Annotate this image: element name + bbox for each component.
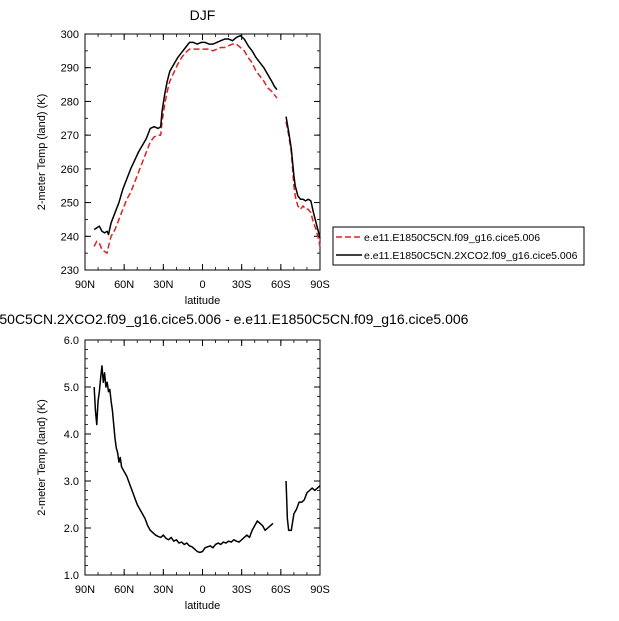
y-tick-label: 2.0 xyxy=(64,523,79,535)
series-line-0 xyxy=(93,43,278,254)
plot-frame xyxy=(84,33,321,271)
x-axis-label: latitude xyxy=(185,295,220,307)
series-line-1 xyxy=(93,34,278,236)
x-tick-label: 90S xyxy=(310,279,330,291)
bottom-panel-difference: e.e11.E1850C5CN.2XCO2.f09_g16.cice5.006 … xyxy=(0,311,469,612)
legend: e.e11.E1850C5CN.f09_g16.cice5.006 e.e11.E… xyxy=(332,226,585,266)
x-tick-label: 60S xyxy=(271,584,291,596)
y-tick-label: 290 xyxy=(61,63,79,75)
y-tick-label: 4.0 xyxy=(64,429,79,441)
y-tick-label: 3.0 xyxy=(64,476,79,488)
y-tick-label: 6.0 xyxy=(64,335,79,347)
legend-label: e.e11.E1850C5CN.2XCO2.f09_g16.cice5.006 xyxy=(364,250,578,262)
legend-box xyxy=(332,226,585,266)
x-tick-label: 60S xyxy=(271,279,291,291)
x-tick-label: 30N xyxy=(153,279,173,291)
series-line-0 xyxy=(285,480,321,532)
y-tick-label: 250 xyxy=(61,198,79,210)
x-tick-label: 90N xyxy=(75,584,95,596)
x-axis-label: latitude xyxy=(185,600,220,612)
y-axis-label: 2-meter Temp (land) (K) xyxy=(36,94,48,211)
y-tick-label: 240 xyxy=(61,231,79,243)
y-tick-label: 1.0 xyxy=(64,570,79,582)
x-tick-label: 30S xyxy=(232,279,252,291)
series-line-0 xyxy=(93,365,274,554)
y-axis-label: 2-meter Temp (land) (K) xyxy=(36,399,48,516)
chart-title: DJF xyxy=(190,7,216,23)
x-tick-label: 0 xyxy=(199,279,205,291)
chart-title: e.e11.E1850C5CN.2XCO2.f09_g16.cice5.006 … xyxy=(0,311,469,327)
y-tick-label: 270 xyxy=(61,130,79,142)
x-tick-label: 60N xyxy=(114,279,134,291)
series-line-0 xyxy=(285,121,321,247)
top-panel-djf: DJF 230 240 250 260 270 280 290 300 90N 60N 30N 0 30S… xyxy=(36,7,330,307)
x-tick-label: 60N xyxy=(114,584,134,596)
x-tick-label: 90N xyxy=(75,279,95,291)
y-tick-label: 300 xyxy=(61,29,79,41)
x-tick-label: 90S xyxy=(310,584,330,596)
series-line-1 xyxy=(285,116,321,239)
y-tick-label: 280 xyxy=(61,96,79,108)
x-tick-label: 0 xyxy=(199,584,205,596)
y-tick-label: 260 xyxy=(61,164,79,176)
legend-label: e.e11.E1850C5CN.f09_g16.cice5.006 xyxy=(364,232,540,244)
y-tick-label: 5.0 xyxy=(64,382,79,394)
x-tick-label: 30S xyxy=(232,584,252,596)
y-tick-label: 230 xyxy=(61,265,79,277)
x-tick-label: 30N xyxy=(153,584,173,596)
